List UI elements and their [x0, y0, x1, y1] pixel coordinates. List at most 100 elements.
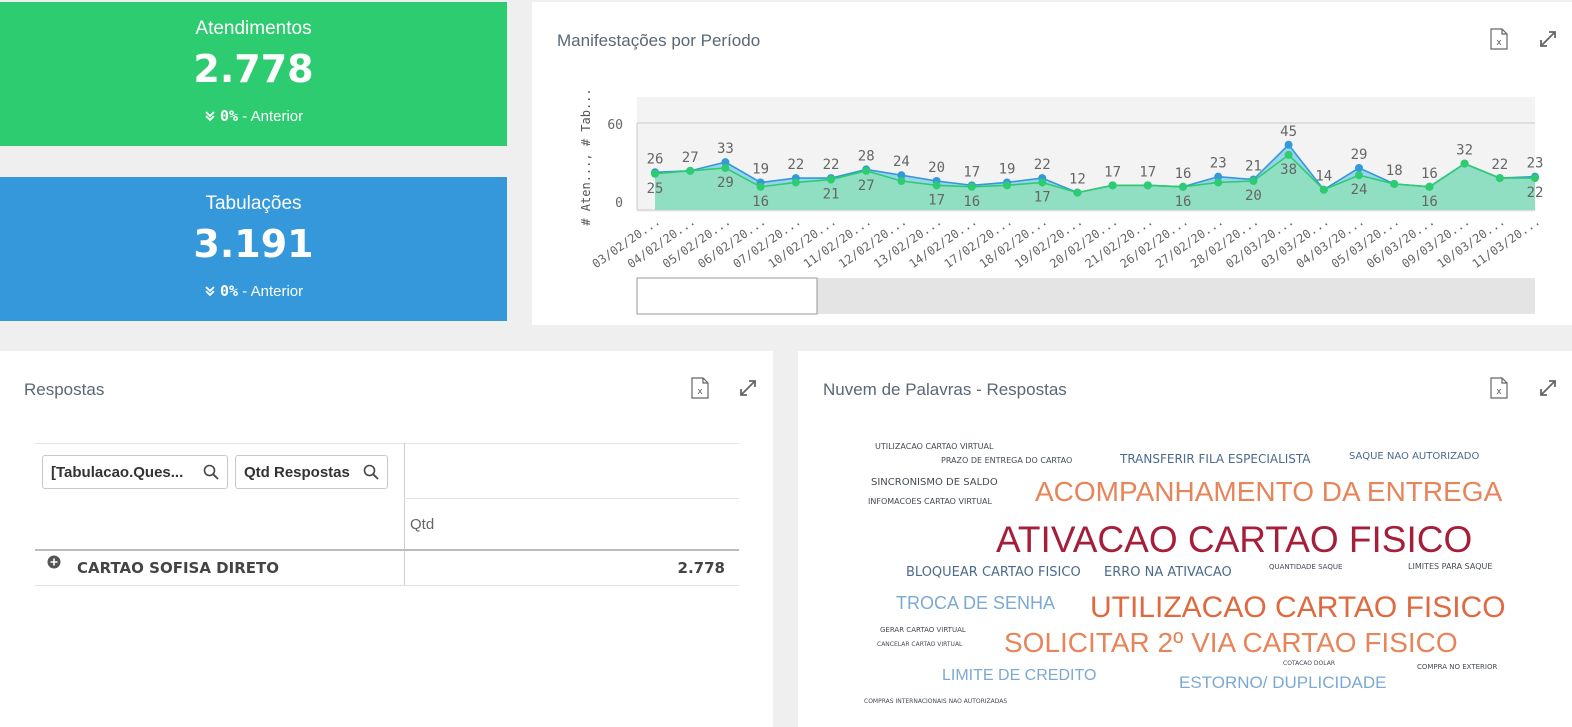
- cloud-word[interactable]: ACOMPANHAMENTO DA ENTREGA: [1035, 476, 1503, 507]
- data-point[interactable]: [651, 169, 659, 178]
- cloud-word[interactable]: LIMITE DE CREDITO: [942, 667, 1097, 684]
- cloud-word[interactable]: ERRO NA ATIVACAO: [1104, 565, 1232, 580]
- data-point[interactable]: [1284, 150, 1293, 159]
- word-cloud-panel[interactable]: Nuvem de Palavras - Respostas x UTILIZAC…: [798, 351, 1572, 727]
- data-point[interactable]: [756, 182, 765, 191]
- data-point[interactable]: [1108, 181, 1117, 190]
- data-label: 25: [647, 181, 664, 197]
- excel-export-icon[interactable]: x: [691, 377, 709, 399]
- kpi-change-label: - Anterior: [238, 283, 304, 300]
- data-label: 16: [752, 194, 769, 210]
- data-label: 22: [787, 157, 804, 173]
- cloud-word[interactable]: INFOMACOES CARTAO VIRTUAL: [868, 497, 992, 506]
- cloud-word[interactable]: ATIVACAO CARTAO FISICO: [996, 519, 1473, 560]
- data-label: 27: [858, 178, 875, 194]
- search-icon[interactable]: [363, 464, 379, 480]
- data-point[interactable]: [1531, 174, 1539, 183]
- data-point[interactable]: [1003, 181, 1011, 190]
- data-point[interactable]: [1284, 140, 1293, 149]
- table-header-divider: [404, 498, 739, 499]
- cloud-word[interactable]: TRANSFERIR FILA ESPECIALISTA: [1120, 452, 1311, 466]
- data-label: 16: [1175, 166, 1192, 182]
- data-point[interactable]: [686, 166, 695, 175]
- cloud-word[interactable]: SOLICITAR 2º VIA CARTAO FISICO: [1004, 627, 1458, 658]
- data-label: 22: [1491, 157, 1508, 173]
- expand-icon[interactable]: [1538, 29, 1558, 49]
- data-point[interactable]: [1179, 182, 1187, 191]
- cloud-word[interactable]: QUANTIDADE SAQUE: [1269, 563, 1343, 571]
- search-icon[interactable]: [203, 464, 219, 480]
- period-chart[interactable]: 60 0 # Aten..., # Tab... 26 27 33 19 22 22 28 2…: [532, 2, 1572, 325]
- cloud-word[interactable]: GERAR CARTAO VIRTUAL: [880, 626, 966, 634]
- excel-export-icon[interactable]: x: [1490, 377, 1508, 399]
- data-point[interactable]: [897, 171, 906, 180]
- cloud-word[interactable]: SAQUE NAO AUTORIZADO: [1349, 451, 1480, 462]
- measure-search-field[interactable]: Qtd Respostas: [235, 455, 388, 489]
- table-row[interactable]: CARTAO SOFISA DIRETO 2.778: [35, 551, 739, 585]
- double-chevron-down-icon: [204, 108, 220, 125]
- data-label: 19: [999, 161, 1016, 177]
- data-label: 22: [1034, 157, 1051, 173]
- expand-icon[interactable]: [738, 378, 758, 398]
- data-label: 21: [823, 187, 840, 203]
- cloud-word[interactable]: LIMITES PARA SAQUE: [1408, 562, 1493, 571]
- respostas-panel[interactable]: Respostas x [Tabulacao.Ques... Qtd Respo…: [0, 351, 773, 727]
- data-point[interactable]: [862, 166, 871, 175]
- expand-icon[interactable]: [1538, 378, 1558, 398]
- cloud-word[interactable]: COMPRAS INTERNACIONAIS NAO AUTORIZADAS: [864, 698, 1008, 705]
- cloud-word[interactable]: ESTORNO/ DUPLICIDADE: [1179, 673, 1387, 692]
- cloud-word[interactable]: TROCA DE SENHA: [896, 593, 1056, 613]
- cloud-word[interactable]: SINCRONISMO DE SALDO: [871, 477, 998, 488]
- word-cloud: UTILIZACAO CARTAO VIRTUAL PRAZO DE ENTRE…: [798, 351, 1572, 727]
- data-label: 38: [1280, 162, 1297, 178]
- cloud-word[interactable]: PRAZO DE ENTREGA DO CARTAO: [941, 456, 1073, 465]
- expand-plus-icon[interactable]: [47, 555, 61, 574]
- data-point[interactable]: [1038, 178, 1047, 187]
- kpi-tabulacoes[interactable]: Tabulações 3.191 0% - Anterior: [0, 177, 507, 321]
- cloud-word[interactable]: COTACAO DOLAR: [1283, 660, 1336, 667]
- data-point[interactable]: [897, 177, 906, 185]
- data-point[interactable]: [1073, 188, 1082, 197]
- data-label: 18: [1386, 163, 1403, 179]
- data-point[interactable]: [1249, 177, 1258, 185]
- measure-header[interactable]: Qtd: [410, 516, 435, 533]
- data-label: 16: [963, 194, 980, 210]
- data-point[interactable]: [1143, 181, 1152, 190]
- kpi-change-value: 0%: [220, 107, 239, 125]
- cloud-word[interactable]: COMPRA NO EXTERIOR: [1417, 663, 1498, 671]
- data-point[interactable]: [1355, 171, 1363, 180]
- data-label: 17: [1139, 164, 1156, 180]
- data-label: 28: [858, 148, 875, 164]
- cloud-word[interactable]: UTILIZACAO CARTAO FISICO: [1090, 591, 1506, 624]
- data-point[interactable]: [827, 175, 835, 184]
- kpi-atendimentos[interactable]: Atendimentos 2.778 0% - Anterior: [0, 2, 507, 146]
- data-point[interactable]: [1425, 182, 1434, 191]
- data-point[interactable]: [1214, 178, 1223, 187]
- data-point[interactable]: [1214, 172, 1223, 181]
- data-label: 23: [1527, 156, 1544, 172]
- cloud-word[interactable]: CANCELAR CARTAO VIRTUAL: [877, 641, 963, 648]
- data-point[interactable]: [1355, 163, 1363, 172]
- data-label: 17: [1104, 164, 1121, 180]
- data-point[interactable]: [932, 181, 941, 190]
- cloud-word[interactable]: BLOQUEAR CARTAO FISICO: [906, 565, 1081, 580]
- data-label: 16: [1175, 194, 1192, 210]
- data-point[interactable]: [967, 182, 976, 191]
- data-point[interactable]: [1460, 159, 1469, 168]
- dimension-search-field[interactable]: [Tabulacao.Ques...: [42, 455, 228, 489]
- excel-export-icon[interactable]: x: [1490, 28, 1508, 50]
- data-point[interactable]: [1390, 179, 1399, 188]
- data-label: 19: [752, 161, 769, 177]
- data-point[interactable]: [1319, 185, 1328, 194]
- period-chart-panel[interactable]: Manifestações por Período x 60 0 # Aten.…: [532, 2, 1572, 325]
- data-label: 16: [1421, 194, 1438, 210]
- svg-text:x: x: [1496, 387, 1502, 397]
- data-point[interactable]: [721, 158, 730, 167]
- cloud-word[interactable]: UTILIZACAO CARTAO VIRTUAL: [875, 442, 994, 451]
- search-field-label: [Tabulacao.Ques...: [51, 464, 184, 481]
- double-chevron-down-icon: [204, 283, 220, 300]
- data-label: 20: [1245, 188, 1262, 204]
- data-point[interactable]: [791, 178, 800, 187]
- data-point[interactable]: [1495, 174, 1504, 183]
- data-point[interactable]: [721, 163, 730, 172]
